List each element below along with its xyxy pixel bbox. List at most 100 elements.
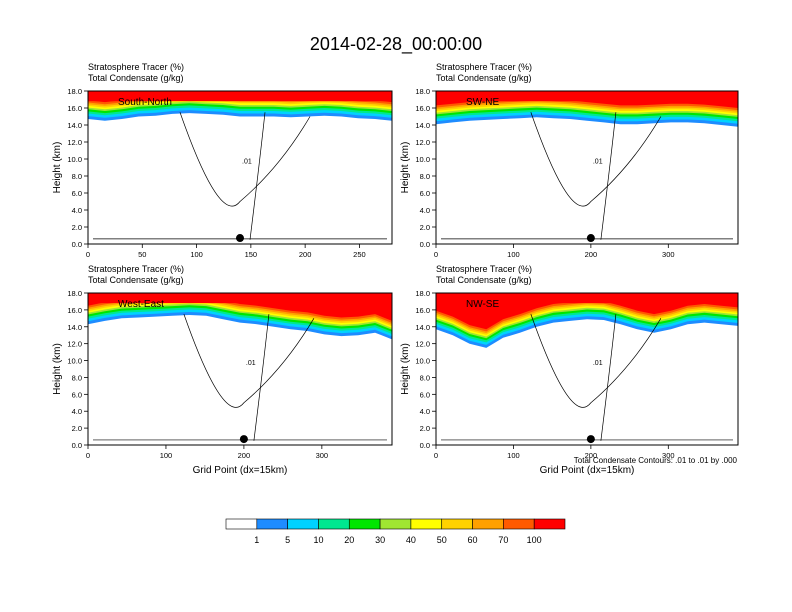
colorbar-swatch <box>256 518 288 530</box>
colorbar-label: 1 <box>254 535 259 545</box>
y-axis-label: Height (km) <box>400 343 411 395</box>
contour-note: Total Condensate Contours: .01 to .01 by… <box>574 456 738 465</box>
x-tick-label: 100 <box>507 250 520 259</box>
field-label-tracer: Stratosphere Tracer (%) <box>88 264 184 274</box>
colorbar-label: 30 <box>375 535 385 545</box>
x-tick-label: 250 <box>353 250 366 259</box>
y-tick-label: 12.0 <box>67 138 82 147</box>
tracer-field <box>436 293 738 348</box>
tracer-cap <box>88 293 392 304</box>
y-tick-label: 4.0 <box>420 206 430 215</box>
x-axis-label: Grid Point (dx=15km) <box>193 465 288 476</box>
y-tick-label: 18.0 <box>415 289 430 298</box>
x-tick-label: 300 <box>316 451 329 460</box>
y-tick-label: 18.0 <box>67 87 82 96</box>
colorbar-swatch <box>533 518 566 530</box>
contour-label: .01 <box>246 360 256 367</box>
y-tick-label: 0.0 <box>420 240 430 249</box>
colorbar-swatch <box>410 518 443 530</box>
field-label-condensate: Total Condensate (g/kg) <box>88 73 184 83</box>
contour-line <box>253 314 270 441</box>
panel-west-east: .01 0.0 2.0 4.0 6.0 8.0 10.0 12.0 14.0 16.0 18.0 0 1… <box>52 264 393 476</box>
y-tick-label: 8.0 <box>420 172 430 181</box>
colorbar-swatch <box>348 518 381 530</box>
y-tick-label: 18.0 <box>67 289 82 298</box>
x-tick-label: 50 <box>138 250 146 259</box>
field-label-tracer: Stratosphere Tracer (%) <box>436 62 532 72</box>
panel-south-north: .01 0.0 2.0 4.0 6.0 8.0 10.0 12.0 14.0 16.0 18.0 0 5… <box>52 62 393 259</box>
y-tick-label: 10.0 <box>415 357 430 366</box>
contour-line <box>600 314 617 441</box>
x-tick-label: 100 <box>190 250 203 259</box>
tracer-cap <box>88 91 392 102</box>
colorbar-swatch <box>287 518 319 530</box>
y-tick-label: 16.0 <box>67 306 82 315</box>
colorbar-swatch <box>379 518 412 530</box>
x-tick-label: 100 <box>507 451 520 460</box>
x-tick-label: 0 <box>86 250 90 259</box>
y-tick-label: 8.0 <box>420 373 430 382</box>
colorbar-label: 100 <box>527 535 542 545</box>
x-tick-label: 300 <box>662 250 675 259</box>
x-tick-label: 200 <box>238 451 251 460</box>
x-axis-label: Grid Point (dx=15km) <box>540 465 635 476</box>
tracer-field <box>88 293 392 340</box>
x-tick-label: 200 <box>585 250 598 259</box>
colorbar-label: 5 <box>285 535 290 545</box>
field-label-tracer: Stratosphere Tracer (%) <box>88 62 184 72</box>
y-tick-label: 0.0 <box>72 441 82 450</box>
y-tick-label: 14.0 <box>67 121 82 130</box>
y-tick-label: 2.0 <box>72 223 82 232</box>
location-marker <box>586 234 595 243</box>
y-tick-label: 2.0 <box>420 424 430 433</box>
y-tick-label: 14.0 <box>67 323 82 332</box>
y-tick-label: 14.0 <box>415 121 430 130</box>
y-tick-label: 12.0 <box>67 340 82 349</box>
tracer-cap <box>436 91 738 102</box>
figure-title: 2014-02-28_00:00:00 <box>310 34 482 55</box>
y-tick-label: 10.0 <box>415 155 430 164</box>
plot-frame <box>87 90 393 245</box>
y-tick-label: 6.0 <box>72 390 82 399</box>
colorbar-label: 70 <box>498 535 508 545</box>
y-tick-label: 16.0 <box>415 306 430 315</box>
contour-line <box>530 112 662 207</box>
y-tick-label: 4.0 <box>72 206 82 215</box>
x-tick-label: 0 <box>86 451 90 460</box>
y-tick-label: 10.0 <box>67 155 82 164</box>
tracer-field <box>436 91 738 127</box>
contour-line <box>249 112 266 240</box>
contour-line <box>179 112 311 207</box>
x-tick-label: 0 <box>434 250 438 259</box>
panel-name: West-East <box>118 299 164 310</box>
x-tick-label: 300 <box>662 451 675 460</box>
colorbar-label: 40 <box>406 535 416 545</box>
colorbar-label: 20 <box>344 535 354 545</box>
x-tick-label: 200 <box>585 451 598 460</box>
y-axis-label: Height (km) <box>400 142 411 194</box>
plot-frame <box>435 292 739 446</box>
y-tick-label: 14.0 <box>415 323 430 332</box>
y-tick-label: 0.0 <box>420 441 430 450</box>
y-tick-label: 12.0 <box>415 340 430 349</box>
panel-name: NW-SE <box>466 299 499 310</box>
panel-sw-ne: .01 0.0 2.0 4.0 6.0 8.0 10.0 12.0 14.0 16.0 18.0 0 1… <box>400 62 739 259</box>
colorbar-swatch <box>441 518 473 530</box>
field-label-condensate: Total Condensate (g/kg) <box>436 275 532 285</box>
tracer-field <box>88 91 392 121</box>
plot-frame <box>87 292 393 446</box>
colorbar-label: 10 <box>313 535 323 545</box>
field-label-condensate: Total Condensate (g/kg) <box>88 275 184 285</box>
field-label-condensate: Total Condensate (g/kg) <box>436 73 532 83</box>
y-tick-label: 2.0 <box>420 223 430 232</box>
plot-frame <box>435 90 739 245</box>
colorbar-label: 60 <box>468 535 478 545</box>
y-tick-label: 0.0 <box>72 240 82 249</box>
y-tick-label: 18.0 <box>415 87 430 96</box>
location-marker <box>586 435 595 444</box>
colorbar: 1 5 10 20 30 40 50 60 70 100 <box>225 518 566 545</box>
contour-label: .01 <box>593 158 603 165</box>
y-tick-label: 8.0 <box>72 373 82 382</box>
y-tick-label: 4.0 <box>420 407 430 416</box>
panel-name: South-North <box>118 97 172 108</box>
